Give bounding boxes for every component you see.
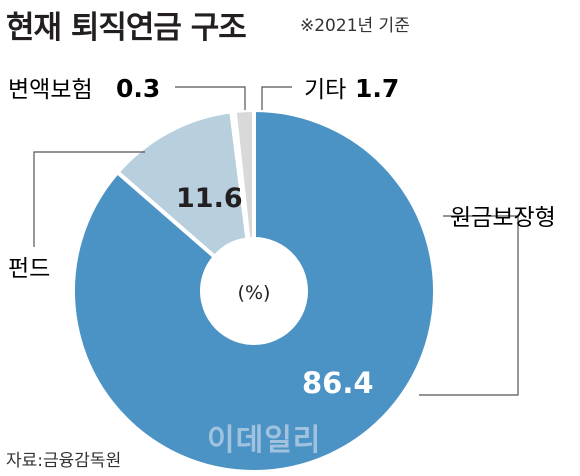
chart-subtitle: ※2021년 기준 <box>300 16 410 36</box>
label-principal-value: 86.4 <box>302 366 374 400</box>
donut-hole <box>202 239 306 343</box>
leader-lines <box>33 86 519 396</box>
label-principal-name: 원금보장형 <box>450 205 556 231</box>
label-other-value: 1.7 <box>355 74 399 103</box>
label-fund-name: 펀드 <box>8 256 50 282</box>
label-variable-insurance-name: 변액보험 <box>8 77 93 103</box>
label-variable-insurance-value: 0.3 <box>116 74 160 103</box>
leader-line-other <box>261 86 292 110</box>
unit-label: (%) <box>238 282 271 304</box>
chart-title: 현재 퇴직연금 구조 <box>6 10 247 46</box>
watermark-logo: 이데일리 <box>207 423 322 458</box>
source-note: 자료:금융감독원 <box>6 451 122 471</box>
donut-slices <box>71 107 437 474</box>
label-fund-value: 11.6 <box>176 183 243 214</box>
label-other-name: 기타 <box>304 77 346 103</box>
leader-line-fund <box>33 151 145 247</box>
leader-line-principal <box>419 215 519 396</box>
leader-line-variable-insurance <box>175 86 246 110</box>
